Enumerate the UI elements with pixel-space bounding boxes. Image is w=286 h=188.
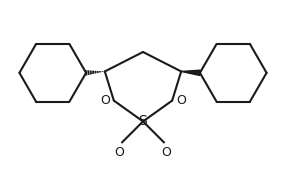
Text: O: O [176,94,186,107]
Text: O: O [100,94,110,107]
Polygon shape [181,70,200,75]
Text: O: O [162,146,172,159]
Text: S: S [139,114,147,128]
Text: O: O [114,146,124,159]
